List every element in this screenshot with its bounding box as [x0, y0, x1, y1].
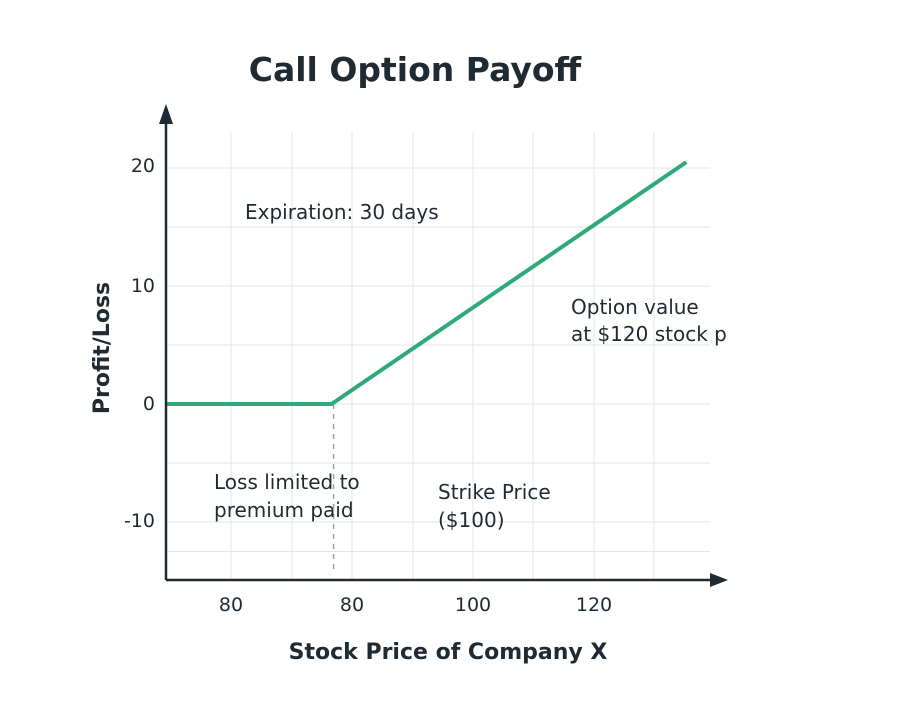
loss-limited-line-2: premium paid — [214, 498, 354, 522]
payoff-series-line — [166, 160, 688, 406]
x-tick-labels: 80 80 100 120 — [219, 594, 612, 616]
y-axis-arrow-icon — [159, 104, 173, 124]
x-axis-arrow-icon — [710, 573, 728, 587]
y-tick-label: 0 — [143, 393, 155, 415]
x-tick-label: 120 — [576, 594, 612, 616]
y-tick-label: -10 — [124, 510, 155, 532]
strike-price-label-line-1: Strike Price — [438, 480, 551, 504]
y-tick-label: 20 — [131, 155, 155, 177]
x-axis-label: Stock Price of Company X — [289, 640, 608, 665]
option-value-line-1: Option value — [571, 295, 699, 319]
strike-price-label-line-2: ($100) — [438, 508, 505, 532]
y-tick-labels: 20 10 0 -10 — [124, 155, 155, 532]
option-value-annotation: Option value at $120 stock pr — [571, 295, 736, 346]
x-tick-label: 80 — [219, 594, 243, 616]
y-tick-label: 10 — [131, 275, 155, 297]
option-value-line-2: at $120 stock pr — [571, 322, 736, 346]
chart-title: Call Option Payoff — [249, 50, 583, 89]
loss-limited-line-1: Loss limited to — [214, 470, 360, 494]
expiration-annotation: Expiration: 30 days — [245, 200, 439, 224]
x-tick-label: 100 — [455, 594, 491, 616]
x-tick-label: 80 — [340, 594, 364, 616]
y-axis-label: Profit/Loss — [90, 282, 115, 414]
